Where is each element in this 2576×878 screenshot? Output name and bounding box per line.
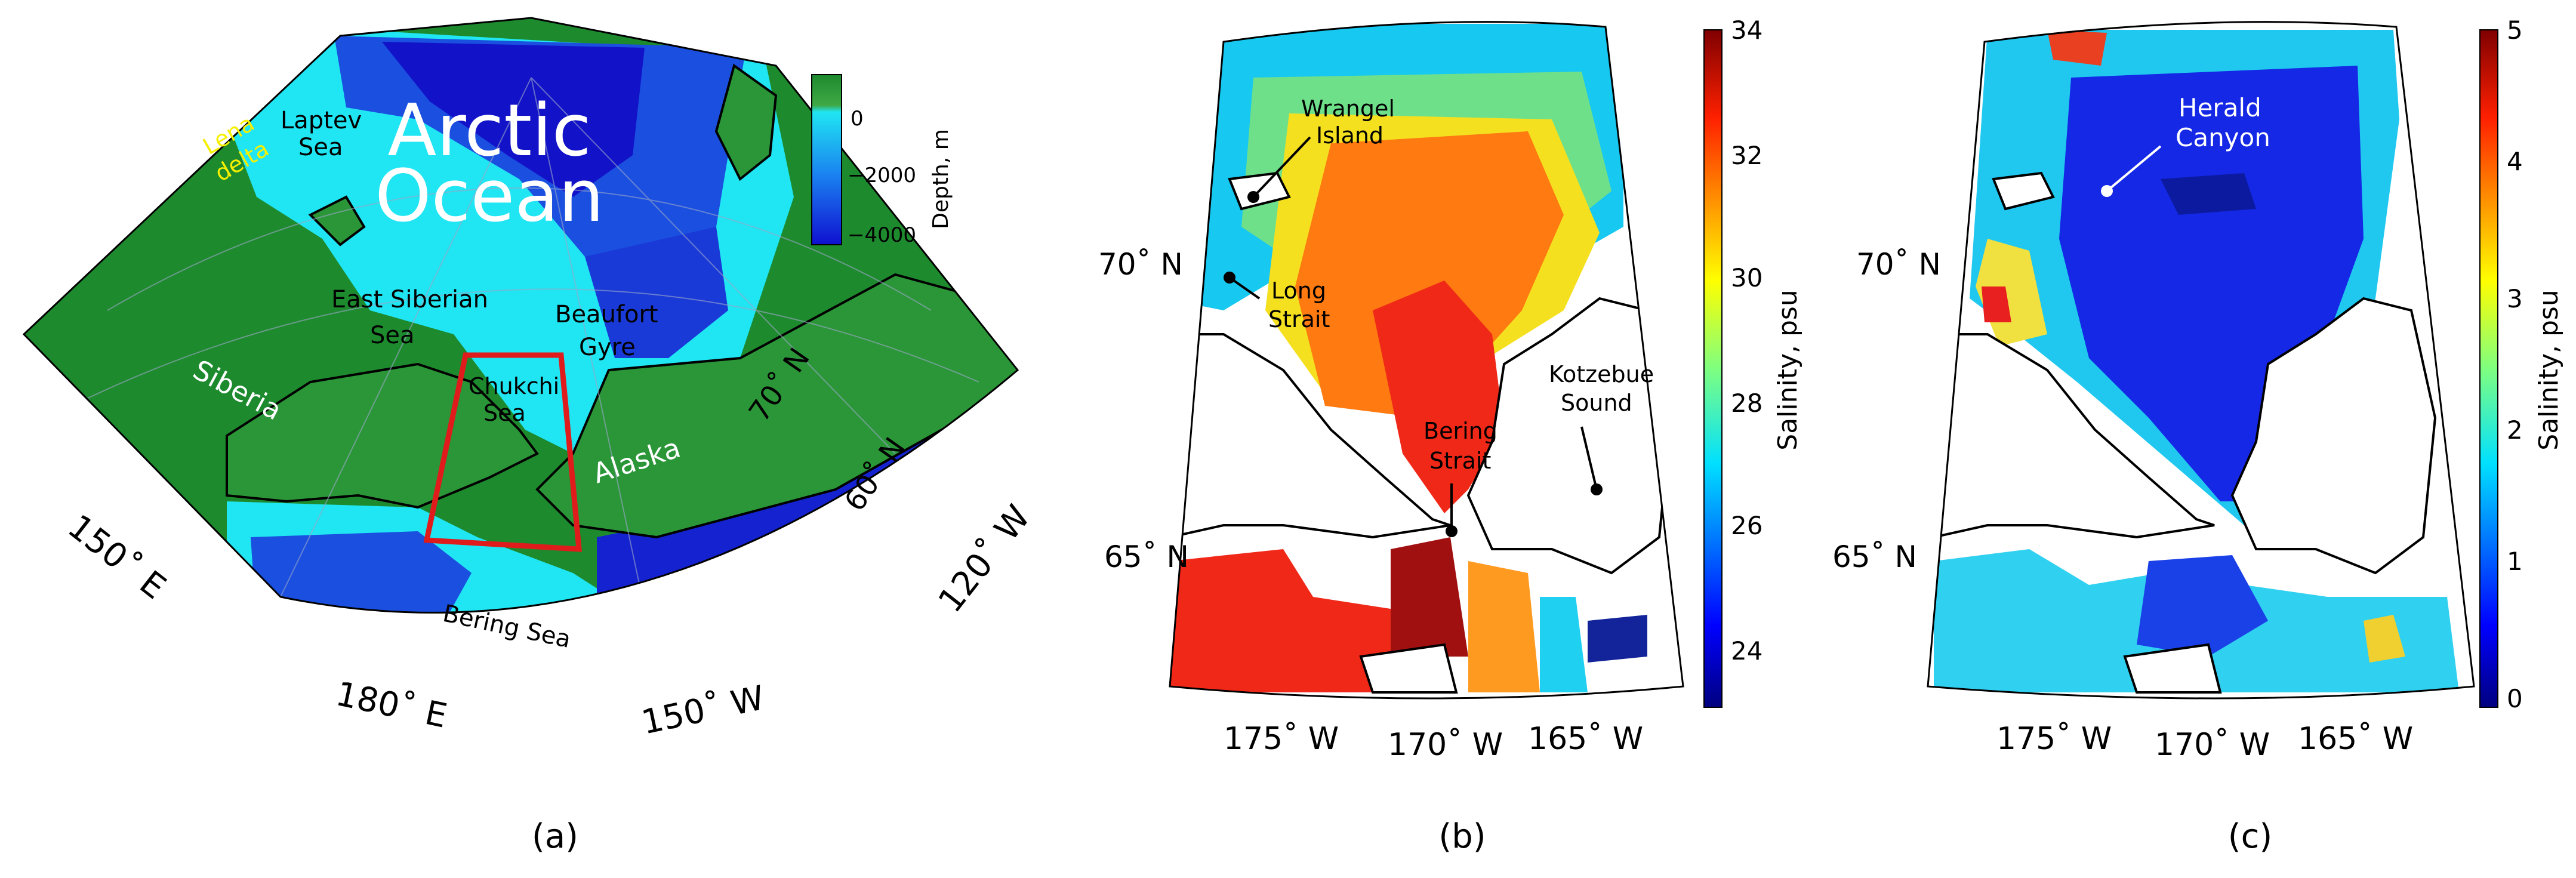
panel-c-caption: (c) xyxy=(2228,817,2272,856)
canadian-archipelago xyxy=(714,63,778,181)
depth-colorbar-label: Depth, m xyxy=(929,129,953,229)
wrangel-island-label-1: Wrangel xyxy=(1301,95,1395,122)
arctic-ocean-title-line1: Arctic xyxy=(387,90,591,172)
salinity-b-colorbar-label: Salinity, psu xyxy=(1773,289,1803,450)
beaufort-gyre-label-2: Gyre xyxy=(579,334,636,361)
chukchi-sea-label-1: Chukchi xyxy=(469,373,559,399)
salinity-b-tick-32: 32 xyxy=(1731,141,1762,170)
panel-c-frame xyxy=(1927,21,2475,700)
lon-120w-label: 120˚ W xyxy=(931,498,1038,620)
long-strait-label-1: Long xyxy=(1271,278,1326,304)
lon-170w-label-c: 170˚ W xyxy=(2155,727,2270,763)
chukchi-sea-label-2: Sea xyxy=(483,400,526,426)
kotzebue-sound-label-2: Sound xyxy=(1561,390,1632,416)
lon-150w-label: 150˚ W xyxy=(638,679,768,743)
depth-tick-4000: −4000 xyxy=(848,223,916,247)
salinity-orange-core xyxy=(1295,131,1564,418)
lon-175w-label-c: 175˚ W xyxy=(1996,721,2112,757)
panel-a-map: Arctic Ocean Lena delta Laptev Sea East … xyxy=(22,17,1038,856)
herald-canyon-label-2: Canyon xyxy=(2176,123,2270,152)
east-siberian-sea-label-1: East Siberian xyxy=(331,286,488,313)
arctic-ocean-title-line2: Ocean xyxy=(375,155,604,238)
salinity-b-tick-26: 26 xyxy=(1731,511,1762,540)
bering-strait-label-1: Bering xyxy=(1423,418,1497,444)
salinity-c-tick-4: 4 xyxy=(2507,147,2523,176)
lon-175w-label-b: 175˚ W xyxy=(1224,721,1339,757)
salinity-dark-blue-east xyxy=(1588,615,1647,663)
depth-tick-2000: −2000 xyxy=(848,164,916,187)
wrangel-island-label-2: Island xyxy=(1316,122,1383,149)
herald-canyon-label-1: Herald xyxy=(2178,93,2261,122)
salinity-cyan-south xyxy=(1540,597,1588,692)
east-siberian-sea-label-2: Sea xyxy=(370,322,415,349)
bering-strait-label-2: Strait xyxy=(1429,448,1491,474)
depth-colorbar xyxy=(811,74,842,245)
lat-65n-label-c: 65˚ N xyxy=(1832,540,1917,574)
salinity-colorbar-b xyxy=(1703,29,1723,708)
salinity-b-tick-34: 34 xyxy=(1731,16,1762,45)
long-strait-label-2: Strait xyxy=(1268,306,1330,332)
lat-65n-label-b: 65˚ N xyxy=(1104,540,1189,574)
salinity-orange-south xyxy=(1468,561,1540,692)
lon-180e-label: 180˚ E xyxy=(332,674,450,736)
salinity-colorbar-c xyxy=(2479,29,2498,708)
salinity-dark-red xyxy=(1391,537,1468,657)
kotzebue-sound-label-1: Kotzebue xyxy=(1549,361,1654,387)
depth-tick-0: 0 xyxy=(851,107,864,131)
lon-165w-label-c: 165˚ W xyxy=(2298,721,2413,757)
chukotka-land xyxy=(226,362,540,509)
graticule-lines xyxy=(71,77,979,609)
study-area-box xyxy=(423,352,582,552)
lon-150e-label: 150˚ E xyxy=(60,507,172,607)
alaska-land xyxy=(535,273,1018,539)
panel-a-frame xyxy=(22,17,1019,614)
salinity-c-tick-3: 3 xyxy=(2507,284,2523,313)
salinity-b-tick-24: 24 xyxy=(1731,636,1762,666)
abyssal-plain xyxy=(382,42,645,197)
salinity-red-core xyxy=(1373,281,1504,513)
salinity-c-tick-2: 2 xyxy=(2507,415,2523,445)
panel-b-map: Wrangel Island Long Strait Kotzebue Soun… xyxy=(1098,16,1803,856)
std-south-yellow xyxy=(2364,615,2405,663)
std-south-blue xyxy=(2137,555,2268,657)
std-darkest-patch xyxy=(2161,173,2256,215)
salinity-red-south xyxy=(1170,549,1391,692)
coastline-b xyxy=(1170,171,1673,694)
panel-a-caption: (a) xyxy=(532,817,578,856)
lat-70n-label-b: 70˚ N xyxy=(1098,247,1183,282)
coastline-c xyxy=(1933,171,2437,694)
laptev-sea-label-2: Sea xyxy=(298,134,343,161)
std-red-west xyxy=(1982,286,2011,322)
salinity-c-tick-5: 5 xyxy=(2507,16,2523,45)
salinity-c-tick-1: 1 xyxy=(2507,547,2523,576)
beaufort-gyre-label-1: Beaufort xyxy=(555,301,658,328)
salinity-b-tick-28: 28 xyxy=(1731,389,1762,418)
salinity-c-tick-0: 0 xyxy=(2507,684,2523,713)
lon-165w-label-b: 165˚ W xyxy=(1528,721,1643,757)
lat-70n-label-c: 70˚ N xyxy=(1856,247,1941,282)
panel-c-map: Herald Canyon 70˚ N 65˚ N 175˚ W 170˚ W … xyxy=(1832,16,2564,856)
beaufort-deep xyxy=(585,227,728,358)
laptev-sea-label-1: Laptev xyxy=(281,107,362,134)
std-red-top xyxy=(2047,30,2107,66)
panel-b-caption: (b) xyxy=(1438,817,1486,856)
panel-b-frame xyxy=(1169,21,1684,700)
salinity-b-tick-30: 30 xyxy=(1731,263,1762,292)
salinity-c-colorbar-label: Salinity, psu xyxy=(2534,289,2564,450)
lon-170w-label-b: 170˚ W xyxy=(1388,727,1503,763)
